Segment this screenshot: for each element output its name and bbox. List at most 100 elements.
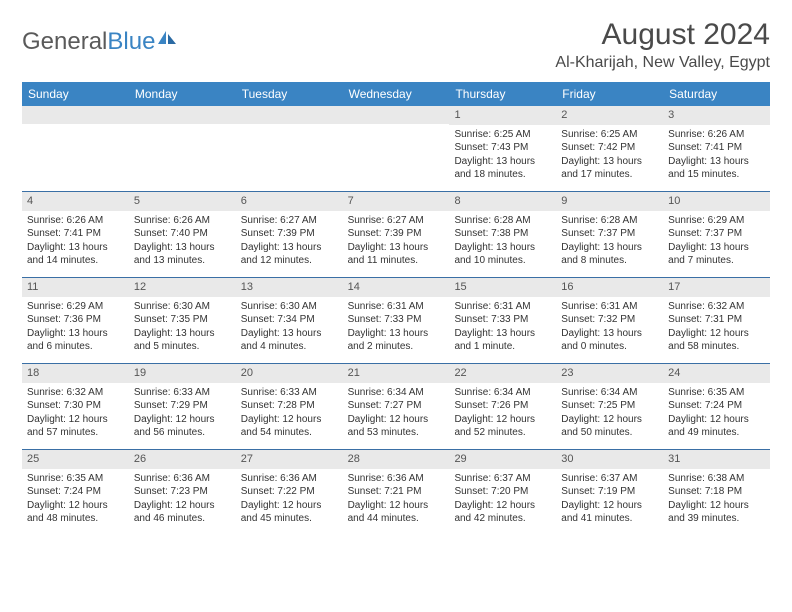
day-details: Sunrise: 6:29 AMSunset: 7:37 PMDaylight:… <box>663 211 770 273</box>
calendar-day-cell: 27Sunrise: 6:36 AMSunset: 7:22 PMDayligh… <box>236 450 343 535</box>
day-number <box>22 106 129 124</box>
day-number: 8 <box>449 192 556 211</box>
daylight-text: Daylight: 12 hours and 50 minutes. <box>561 413 658 440</box>
daylight-text: Daylight: 13 hours and 5 minutes. <box>134 327 231 354</box>
calendar-day-cell <box>236 106 343 191</box>
calendar-day-cell: 13Sunrise: 6:30 AMSunset: 7:34 PMDayligh… <box>236 278 343 363</box>
calendar-day-cell: 6Sunrise: 6:27 AMSunset: 7:39 PMDaylight… <box>236 192 343 277</box>
page-header: GeneralBlue August 2024 Al-Kharijah, New… <box>22 18 770 72</box>
daylight-text: Daylight: 12 hours and 42 minutes. <box>454 499 551 526</box>
daylight-text: Daylight: 12 hours and 39 minutes. <box>668 499 765 526</box>
calendar-page: GeneralBlue August 2024 Al-Kharijah, New… <box>0 0 792 553</box>
calendar-day-cell: 20Sunrise: 6:33 AMSunset: 7:28 PMDayligh… <box>236 364 343 449</box>
daylight-text: Daylight: 13 hours and 1 minute. <box>454 327 551 354</box>
logo-sail-icon <box>157 26 177 54</box>
day-number: 24 <box>663 364 770 383</box>
sunrise-text: Sunrise: 6:36 AM <box>241 472 338 486</box>
day-details: Sunrise: 6:31 AMSunset: 7:32 PMDaylight:… <box>556 297 663 359</box>
day-number: 1 <box>449 106 556 125</box>
sunrise-text: Sunrise: 6:31 AM <box>348 300 445 314</box>
sunset-text: Sunset: 7:33 PM <box>348 313 445 327</box>
calendar-day-cell: 15Sunrise: 6:31 AMSunset: 7:33 PMDayligh… <box>449 278 556 363</box>
day-number: 15 <box>449 278 556 297</box>
day-details: Sunrise: 6:34 AMSunset: 7:25 PMDaylight:… <box>556 383 663 445</box>
day-details: Sunrise: 6:26 AMSunset: 7:41 PMDaylight:… <box>663 125 770 187</box>
calendar-day-cell: 28Sunrise: 6:36 AMSunset: 7:21 PMDayligh… <box>343 450 450 535</box>
logo-text-blue: Blue <box>107 28 155 56</box>
calendar-day-cell: 8Sunrise: 6:28 AMSunset: 7:38 PMDaylight… <box>449 192 556 277</box>
day-number: 4 <box>22 192 129 211</box>
calendar-day-cell: 24Sunrise: 6:35 AMSunset: 7:24 PMDayligh… <box>663 364 770 449</box>
daylight-text: Daylight: 12 hours and 54 minutes. <box>241 413 338 440</box>
day-details: Sunrise: 6:37 AMSunset: 7:20 PMDaylight:… <box>449 469 556 531</box>
day-details: Sunrise: 6:32 AMSunset: 7:31 PMDaylight:… <box>663 297 770 359</box>
calendar-day-cell <box>129 106 236 191</box>
sunrise-text: Sunrise: 6:27 AM <box>348 214 445 228</box>
calendar-day-cell: 9Sunrise: 6:28 AMSunset: 7:37 PMDaylight… <box>556 192 663 277</box>
day-number: 13 <box>236 278 343 297</box>
daylight-text: Daylight: 12 hours and 41 minutes. <box>561 499 658 526</box>
sunrise-text: Sunrise: 6:35 AM <box>668 386 765 400</box>
sunset-text: Sunset: 7:37 PM <box>668 227 765 241</box>
sunset-text: Sunset: 7:38 PM <box>454 227 551 241</box>
day-details: Sunrise: 6:31 AMSunset: 7:33 PMDaylight:… <box>343 297 450 359</box>
calendar-day-cell: 26Sunrise: 6:36 AMSunset: 7:23 PMDayligh… <box>129 450 236 535</box>
title-block: August 2024 Al-Kharijah, New Valley, Egy… <box>555 18 770 72</box>
daylight-text: Daylight: 12 hours and 52 minutes. <box>454 413 551 440</box>
day-number: 25 <box>22 450 129 469</box>
day-number: 2 <box>556 106 663 125</box>
month-title: August 2024 <box>555 18 770 52</box>
weekday-header: Sunday <box>22 82 129 106</box>
calendar-day-cell: 14Sunrise: 6:31 AMSunset: 7:33 PMDayligh… <box>343 278 450 363</box>
calendar-body: 1Sunrise: 6:25 AMSunset: 7:43 PMDaylight… <box>22 106 770 535</box>
sunset-text: Sunset: 7:23 PM <box>134 485 231 499</box>
calendar-day-cell: 18Sunrise: 6:32 AMSunset: 7:30 PMDayligh… <box>22 364 129 449</box>
day-details: Sunrise: 6:36 AMSunset: 7:21 PMDaylight:… <box>343 469 450 531</box>
daylight-text: Daylight: 12 hours and 49 minutes. <box>668 413 765 440</box>
sunset-text: Sunset: 7:37 PM <box>561 227 658 241</box>
daylight-text: Daylight: 12 hours and 56 minutes. <box>134 413 231 440</box>
day-number: 5 <box>129 192 236 211</box>
day-number: 7 <box>343 192 450 211</box>
daylight-text: Daylight: 13 hours and 17 minutes. <box>561 155 658 182</box>
sunrise-text: Sunrise: 6:25 AM <box>454 128 551 142</box>
sunrise-text: Sunrise: 6:25 AM <box>561 128 658 142</box>
daylight-text: Daylight: 12 hours and 57 minutes. <box>27 413 124 440</box>
sunset-text: Sunset: 7:25 PM <box>561 399 658 413</box>
location-text: Al-Kharijah, New Valley, Egypt <box>555 54 770 72</box>
calendar-day-cell <box>22 106 129 191</box>
day-details: Sunrise: 6:30 AMSunset: 7:35 PMDaylight:… <box>129 297 236 359</box>
daylight-text: Daylight: 13 hours and 8 minutes. <box>561 241 658 268</box>
sunrise-text: Sunrise: 6:26 AM <box>27 214 124 228</box>
calendar-day-cell: 29Sunrise: 6:37 AMSunset: 7:20 PMDayligh… <box>449 450 556 535</box>
sunset-text: Sunset: 7:42 PM <box>561 141 658 155</box>
daylight-text: Daylight: 12 hours and 46 minutes. <box>134 499 231 526</box>
calendar-day-cell: 31Sunrise: 6:38 AMSunset: 7:18 PMDayligh… <box>663 450 770 535</box>
weekday-header: Tuesday <box>236 82 343 106</box>
sunset-text: Sunset: 7:33 PM <box>454 313 551 327</box>
calendar-day-cell: 17Sunrise: 6:32 AMSunset: 7:31 PMDayligh… <box>663 278 770 363</box>
daylight-text: Daylight: 13 hours and 6 minutes. <box>27 327 124 354</box>
sunrise-text: Sunrise: 6:36 AM <box>348 472 445 486</box>
weekday-header-row: Sunday Monday Tuesday Wednesday Thursday… <box>22 82 770 106</box>
daylight-text: Daylight: 13 hours and 7 minutes. <box>668 241 765 268</box>
day-number: 28 <box>343 450 450 469</box>
day-number: 19 <box>129 364 236 383</box>
day-details: Sunrise: 6:27 AMSunset: 7:39 PMDaylight:… <box>343 211 450 273</box>
day-number: 10 <box>663 192 770 211</box>
daylight-text: Daylight: 13 hours and 13 minutes. <box>134 241 231 268</box>
day-details: Sunrise: 6:29 AMSunset: 7:36 PMDaylight:… <box>22 297 129 359</box>
sunrise-text: Sunrise: 6:37 AM <box>454 472 551 486</box>
day-details: Sunrise: 6:36 AMSunset: 7:23 PMDaylight:… <box>129 469 236 531</box>
calendar-day-cell: 22Sunrise: 6:34 AMSunset: 7:26 PMDayligh… <box>449 364 556 449</box>
weekday-header: Wednesday <box>343 82 450 106</box>
day-number: 29 <box>449 450 556 469</box>
sunset-text: Sunset: 7:36 PM <box>27 313 124 327</box>
day-number: 6 <box>236 192 343 211</box>
calendar-day-cell: 16Sunrise: 6:31 AMSunset: 7:32 PMDayligh… <box>556 278 663 363</box>
sunset-text: Sunset: 7:34 PM <box>241 313 338 327</box>
sunrise-text: Sunrise: 6:36 AM <box>134 472 231 486</box>
day-number: 20 <box>236 364 343 383</box>
calendar-day-cell: 21Sunrise: 6:34 AMSunset: 7:27 PMDayligh… <box>343 364 450 449</box>
sunrise-text: Sunrise: 6:28 AM <box>561 214 658 228</box>
